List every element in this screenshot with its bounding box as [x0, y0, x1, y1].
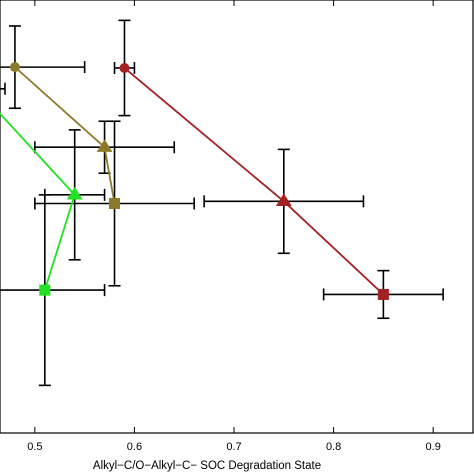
data-point-triangle-1-1	[96, 139, 113, 152]
data-point-square-0-2	[377, 288, 389, 300]
x-axis-title: Alkyl−C/O−Alkyl−C− SOC Degradation State	[93, 460, 321, 472]
x-tick-label-1: 0.6	[127, 441, 142, 453]
series-line-0	[123, 67, 384, 296]
series-2	[0, 112, 106, 387]
data-point-triangle-2-1	[66, 186, 83, 200]
data-point-triangle-0-1	[275, 193, 292, 207]
series-3	[0, 82, 6, 95]
data-point-circle-1-0	[9, 62, 20, 73]
series-1	[0, 25, 195, 287]
series-line-2	[0, 112, 76, 291]
x-tick-label-3: 0.8	[326, 441, 341, 453]
data-point-circle-0-0	[119, 62, 130, 73]
x-tick-label-0: 0.5	[27, 441, 42, 453]
x-axis: 0.5 0.6 0.7 0.8 0.9	[27, 0, 441, 453]
plot-frame	[0, 0, 474, 434]
data-point-square-2-2	[39, 284, 51, 296]
x-tick-label-2: 0.7	[226, 441, 241, 453]
x-tick-label-4: 0.9	[426, 441, 441, 453]
plot-clip-group	[0, 19, 444, 387]
plot-area	[0, 0, 474, 434]
data-point-square-1-2	[109, 198, 121, 210]
series-0	[113, 19, 444, 320]
series-layer	[0, 19, 444, 387]
